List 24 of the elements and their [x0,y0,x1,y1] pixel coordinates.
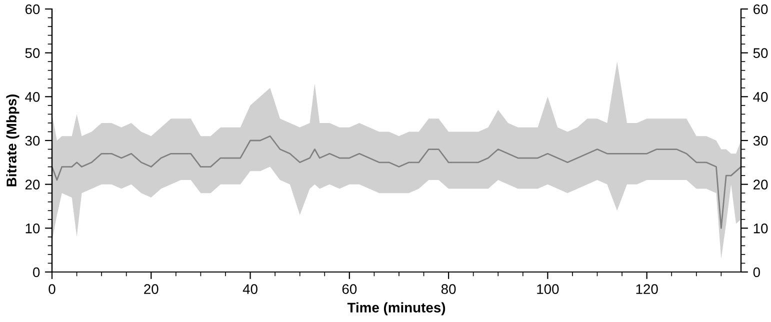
x-tick-label: 100 [537,284,559,294]
x-tick-label: 0 [48,284,56,294]
x-tick-label: 80 [441,284,456,294]
x-axis-title: Time (minutes) [347,302,446,316]
y2-tick-label: 20 [754,180,768,190]
y-tick-label: 10 [26,224,40,234]
y2-tick-label: 40 [753,92,768,102]
y2-tick-label: 10 [754,224,768,234]
y-tick-label: 20 [25,180,40,190]
y-tick-label: 30 [25,136,40,146]
y2-tick-label: 50 [753,48,768,58]
y-axis-title: Bitrate (Mbps) [6,94,20,186]
y-tick-label: 0 [33,267,40,278]
x-tick-label: 120 [636,284,658,294]
x-tick-label: 40 [242,284,258,294]
y-tick-label: 40 [25,92,40,102]
line-series [52,135,741,229]
y-tick-label: 50 [25,48,40,58]
y2-tick-label: 30 [753,136,768,146]
x-tick-label: 60 [342,284,357,294]
y2-tick-label: 60 [754,4,768,14]
y-tick-label: 60 [25,4,40,14]
x-tick-label: 20 [144,284,158,294]
y2-tick-label: 0 [753,267,760,278]
